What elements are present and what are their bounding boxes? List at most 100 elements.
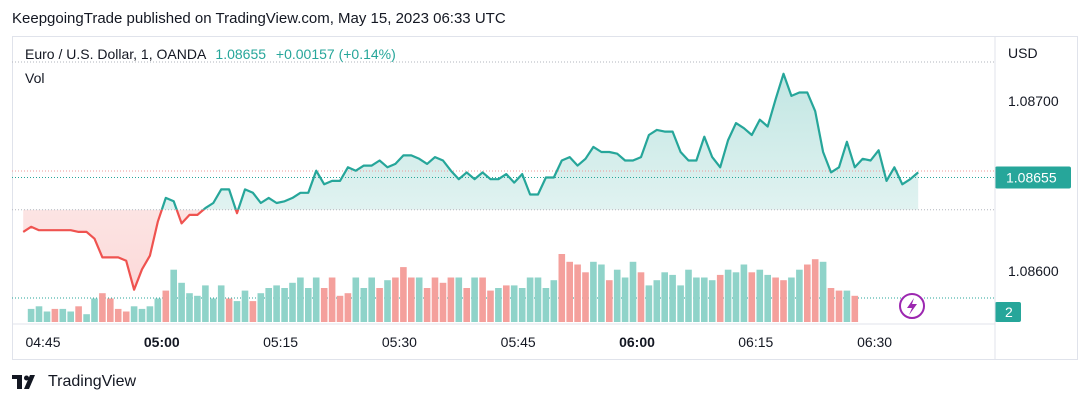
volume-bar (772, 277, 779, 322)
volume-bar (91, 298, 98, 322)
volume-bar (764, 274, 771, 322)
volume-bar (67, 311, 74, 322)
volume-bar (447, 277, 455, 322)
volume-bar (574, 264, 581, 322)
volume-bar (305, 288, 312, 322)
volume-bar (146, 306, 154, 322)
time-axis-label: 06:15 (738, 334, 773, 350)
volume-bar (138, 308, 146, 322)
volume-bar (415, 277, 423, 322)
volume-bar (114, 308, 122, 322)
area-fill-below-baseline (23, 209, 239, 290)
volume-bar (233, 301, 241, 322)
volume-bar (701, 277, 708, 322)
volume-bar (51, 308, 59, 322)
time-axis-label: 05:00 (144, 334, 180, 350)
volume-bar (122, 311, 130, 322)
tradingview-branding[interactable]: TradingView (12, 373, 136, 391)
volume-bar (796, 269, 803, 322)
time-axis-label: 05:45 (501, 334, 536, 350)
volume-bar (289, 282, 296, 322)
volume-bar (606, 280, 613, 322)
volume-bar (210, 298, 217, 322)
symbol-label[interactable]: Euro / U.S. Dollar, 1, OANDA (25, 46, 206, 62)
volume-bar (107, 298, 114, 322)
volume-bar (384, 280, 391, 322)
volume-badge (995, 302, 1021, 322)
time-axis-label: 06:30 (857, 334, 892, 350)
volume-bar (827, 288, 835, 322)
volume-bar (162, 290, 170, 322)
volume-bar (629, 261, 637, 322)
volume-bar (35, 306, 43, 322)
volume-bar (613, 269, 621, 322)
volume-bar (669, 274, 676, 322)
volume-bar (756, 269, 764, 322)
currency-label: USD (1008, 45, 1038, 61)
volume-bar (27, 308, 35, 322)
volume-bar (186, 293, 193, 322)
volume-bar (83, 314, 90, 322)
volume-label[interactable]: Vol (25, 70, 45, 86)
volume-bar (455, 277, 463, 322)
volume-bar (273, 285, 280, 322)
volume-bar (281, 288, 288, 322)
volume-bar (495, 288, 502, 322)
volume-bar (550, 280, 558, 322)
last-price-label: 1.08655 (1006, 170, 1057, 186)
volume-bar (780, 280, 787, 322)
publish-header: KeepgoingTrade published on TradingView.… (12, 10, 506, 27)
legend-change: +0.00157 (+0.14%) (275, 46, 396, 62)
volume-bar (408, 277, 415, 322)
volume-bar (194, 295, 201, 322)
volume-bar (526, 277, 534, 322)
price-axis-label: 1.08700 (1008, 93, 1059, 109)
volume-bar (154, 298, 162, 322)
time-axis-label: 05:30 (382, 334, 417, 350)
chart-panel[interactable] (12, 36, 1078, 360)
volume-bar (645, 285, 653, 322)
volume-bar (344, 293, 352, 322)
volume-bar (637, 272, 645, 322)
volume-bar (804, 264, 811, 322)
tradingview-logo-icon (12, 375, 35, 389)
volume-bar (249, 301, 257, 322)
time-axis-label: 06:00 (619, 334, 655, 350)
volume-bar (360, 288, 368, 322)
volume-bar (479, 277, 486, 322)
volume-bar (487, 290, 494, 322)
volume-bar (368, 277, 375, 322)
volume-bar (716, 274, 724, 322)
volume-bar (534, 277, 542, 322)
volume-bar (590, 261, 597, 322)
area-fill-above-baseline (23, 73, 919, 210)
last-price-badge (995, 166, 1071, 189)
volume-badge-label: 2 (1005, 304, 1013, 320)
volume-bar (217, 285, 225, 322)
volume-bar (352, 277, 360, 322)
lightning-bolt-icon (907, 298, 917, 315)
volume-bar (312, 277, 320, 322)
volume-bar (740, 264, 748, 322)
volume-bar (241, 290, 249, 322)
volume-bar (336, 295, 344, 322)
volume-bar (693, 277, 700, 322)
price-line-up (160, 72, 919, 210)
volume-bar (510, 285, 518, 322)
volume-bar (423, 288, 431, 322)
volume-bar (392, 277, 399, 322)
volume-bar (43, 311, 51, 322)
volume-bar (621, 277, 629, 322)
volume-bar (708, 280, 716, 322)
volume-bar (788, 277, 795, 322)
volume-bar (653, 280, 661, 322)
volume-bar (542, 288, 550, 322)
volume-bar (582, 272, 589, 322)
volume-bar (811, 259, 819, 322)
volume-bar (566, 261, 573, 322)
volume-bar (685, 269, 692, 322)
brand-name: TradingView (48, 373, 137, 390)
volume-bar (661, 272, 668, 322)
price-axis-label: 1.08600 (1008, 263, 1059, 279)
